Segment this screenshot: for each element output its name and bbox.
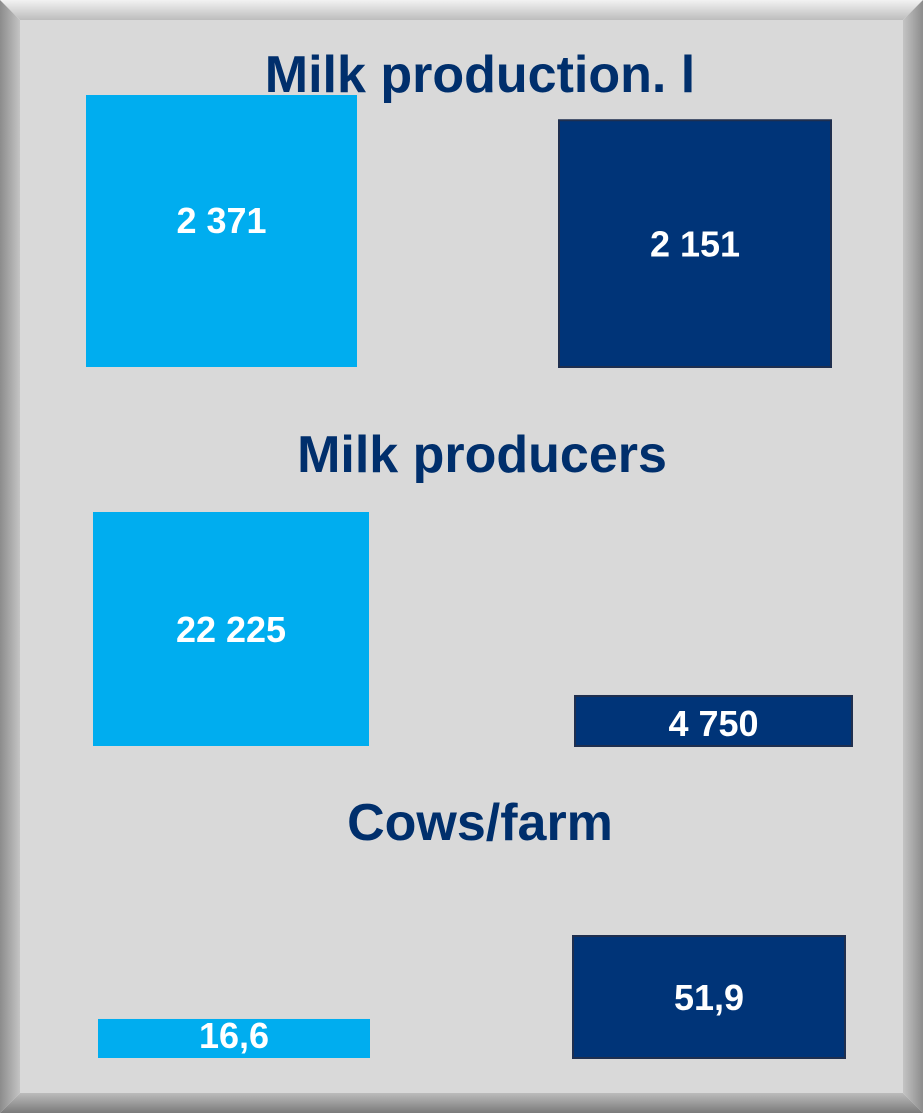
bar-milk-producers-2	[574, 694, 853, 748]
chart-title-cows-per-farm: Cows/farm	[347, 794, 613, 852]
bar-milk-producers-1	[93, 512, 369, 746]
frame-right-bevel	[903, 0, 923, 1113]
value-label-milk-producers-1: 22 225	[176, 609, 286, 650]
value-label-cows-per-farm-1: 16,6	[199, 1015, 269, 1056]
value-label-milk-producers-2: 4 750	[668, 703, 758, 744]
bar-milk-production-1	[86, 95, 357, 367]
value-label-cows-per-farm-2: 51,9	[674, 977, 744, 1018]
chart-title-milk-production: Milk production. l	[265, 46, 695, 104]
bar-cows-per-farm-1	[98, 1018, 370, 1058]
chart-title-milk-producers: Milk producers	[297, 426, 667, 484]
value-label-milk-production-2: 2 151	[650, 224, 740, 265]
bar-cows-per-farm-2	[572, 935, 846, 1059]
frame-bottom-bevel	[0, 1093, 923, 1113]
frame-top-bevel	[0, 0, 923, 20]
value-label-milk-production-1: 2 371	[176, 200, 266, 241]
bar-milk-production-2	[558, 119, 832, 368]
frame-left-bevel	[0, 0, 20, 1113]
